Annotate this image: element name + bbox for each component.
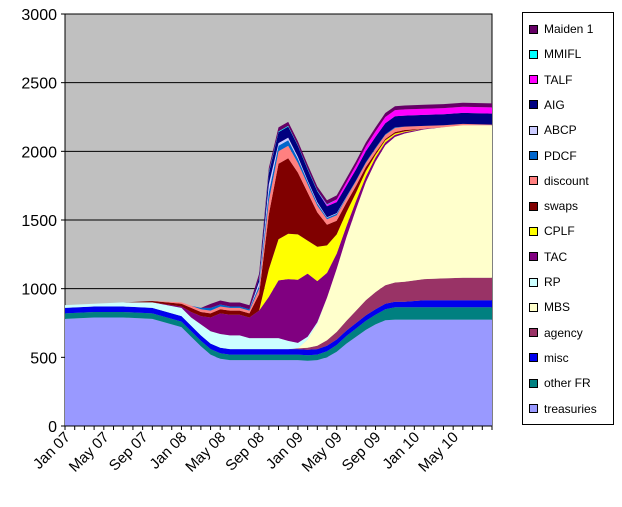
legend-label: agency [544, 325, 583, 340]
legend-item: CPLF [529, 223, 575, 239]
area-cplf [65, 125, 492, 318]
x-tick-label: May 08 [182, 429, 229, 476]
legend-swatch [529, 201, 538, 211]
legend-label: MMIFL [544, 47, 582, 62]
legend-item: PDCF [529, 148, 577, 164]
legend-swatch [529, 328, 538, 338]
area-agency [65, 277, 492, 350]
y-tick-label: 1000 [21, 282, 57, 299]
legend-swatch [529, 176, 538, 186]
area-swaps [65, 125, 492, 318]
legend-label: Maiden 1 [544, 22, 594, 36]
legend-item: other FR [529, 375, 591, 391]
legend-swatch [529, 378, 538, 388]
legend-label: AIG [544, 97, 565, 112]
legend-label: swaps [544, 199, 579, 214]
y-tick-label: 1500 [21, 213, 57, 230]
legend: Maiden 1 MMIFL TALF AIG ABCP PDCF discount swap… [522, 12, 614, 425]
legend-swatch [529, 302, 538, 312]
stacked-areas [65, 102, 492, 426]
legend-swatch [529, 125, 538, 135]
legend-item: RP [529, 274, 561, 290]
legend-label: MBS [544, 300, 571, 315]
legend-label: ABCP [544, 123, 577, 138]
area-treasuries [65, 317, 492, 426]
legend-label: treasuries [544, 401, 597, 416]
area-tac [65, 125, 492, 343]
y-tick-label: 0 [48, 419, 57, 436]
legend-label: TAC [544, 249, 568, 264]
y-tick-label: 3000 [21, 7, 57, 24]
legend-item: TAC [529, 249, 567, 265]
x-tick-label: May 07 [66, 429, 113, 476]
x-tick-label: Sep 09 [339, 429, 385, 475]
legend-swatch [529, 75, 538, 85]
legend-item: AIG [529, 97, 565, 113]
y-tick-label: 2000 [21, 144, 57, 161]
legend-label: CPLF [544, 224, 575, 239]
legend-item: misc [529, 350, 569, 366]
legend-swatch [529, 404, 538, 413]
legend-item: Maiden 1 [529, 21, 593, 37]
legend-item: agency [529, 325, 583, 341]
legend-item: discount [529, 173, 589, 189]
legend-swatch [529, 226, 538, 236]
legend-swatch [529, 100, 538, 110]
legend-item: MMIFL [529, 46, 581, 62]
legend-item: ABCP [529, 122, 577, 138]
legend-item: treasuries [529, 401, 597, 417]
area-misc [65, 300, 492, 356]
legend-item: MBS [529, 299, 570, 315]
y-axis: 0 500 1000 1500 2000 2500 3000 [21, 7, 65, 436]
legend-swatch [529, 252, 538, 262]
area-mbs [65, 125, 492, 350]
legend-swatch [529, 151, 538, 160]
legend-label: RP [544, 275, 561, 289]
legend-swatch [529, 277, 538, 287]
legend-label: discount [544, 173, 589, 188]
legend-swatch [529, 353, 538, 363]
legend-label: TALF [544, 72, 573, 87]
legend-item: swaps [529, 198, 578, 214]
legend-swatch [529, 49, 538, 59]
area-discount [65, 123, 492, 314]
legend-item: TALF [529, 72, 572, 88]
x-tick-label: Sep 08 [222, 429, 268, 475]
legend-swatch [529, 24, 538, 34]
x-tick-label: May 09 [299, 429, 346, 476]
y-tick-label: 2500 [21, 76, 57, 93]
x-tick-label: May 10 [415, 429, 462, 476]
legend-label: misc [544, 350, 569, 365]
legend-label: PDCF [544, 148, 577, 163]
x-tick-label: Sep 07 [106, 429, 152, 475]
legend-label: other FR [544, 376, 591, 391]
y-tick-label: 500 [30, 350, 57, 367]
area-other-fr [65, 307, 492, 361]
